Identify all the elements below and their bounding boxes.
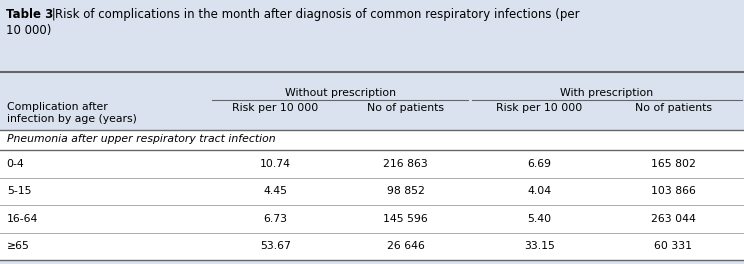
Text: Risk per 10 000: Risk per 10 000 [496, 103, 583, 113]
Text: 6.69: 6.69 [527, 159, 551, 169]
Text: No of patients: No of patients [635, 103, 712, 113]
Text: Risk per 10 000: Risk per 10 000 [232, 103, 318, 113]
Text: Risk of complications in the month after diagnosis of common respiratory infecti: Risk of complications in the month after… [55, 8, 580, 21]
Text: 103 866: 103 866 [651, 186, 696, 196]
Text: 53.67: 53.67 [260, 241, 291, 251]
Text: 33.15: 33.15 [524, 241, 555, 251]
Text: 5.40: 5.40 [527, 214, 551, 224]
Text: 10.74: 10.74 [260, 159, 291, 169]
Text: Pneumonia after upper respiratory tract infection: Pneumonia after upper respiratory tract … [7, 134, 275, 144]
Text: |: | [48, 8, 60, 21]
Text: 4.04: 4.04 [527, 186, 551, 196]
Text: Table 3: Table 3 [6, 8, 54, 21]
Text: Without prescription: Without prescription [285, 88, 396, 98]
Text: 4.45: 4.45 [263, 186, 287, 196]
Text: 6.73: 6.73 [263, 214, 287, 224]
Bar [0, 72, 744, 130]
Text: 26 646: 26 646 [387, 241, 424, 251]
Text: ≥65: ≥65 [7, 241, 30, 251]
Text: 98 852: 98 852 [387, 186, 424, 196]
Bar [0, 0, 744, 70]
Text: 16-64: 16-64 [7, 214, 38, 224]
Text: No of patients: No of patients [367, 103, 444, 113]
Text: 60 331: 60 331 [654, 241, 693, 251]
Text: 145 596: 145 596 [383, 214, 428, 224]
Text: 263 044: 263 044 [651, 214, 696, 224]
Text: 5-15: 5-15 [7, 186, 31, 196]
Text: 165 802: 165 802 [651, 159, 696, 169]
Text: infection by age (years): infection by age (years) [7, 114, 137, 124]
Bar [0, 72, 744, 260]
Text: 0-4: 0-4 [7, 159, 25, 169]
Text: Complication after: Complication after [7, 102, 107, 112]
Text: 216 863: 216 863 [383, 159, 428, 169]
Text: 10 000): 10 000) [6, 24, 51, 37]
Text: With prescription: With prescription [559, 88, 653, 98]
